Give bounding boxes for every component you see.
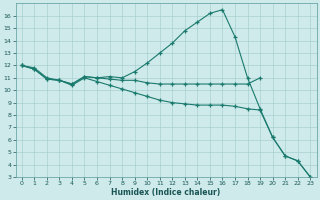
- X-axis label: Humidex (Indice chaleur): Humidex (Indice chaleur): [111, 188, 221, 197]
